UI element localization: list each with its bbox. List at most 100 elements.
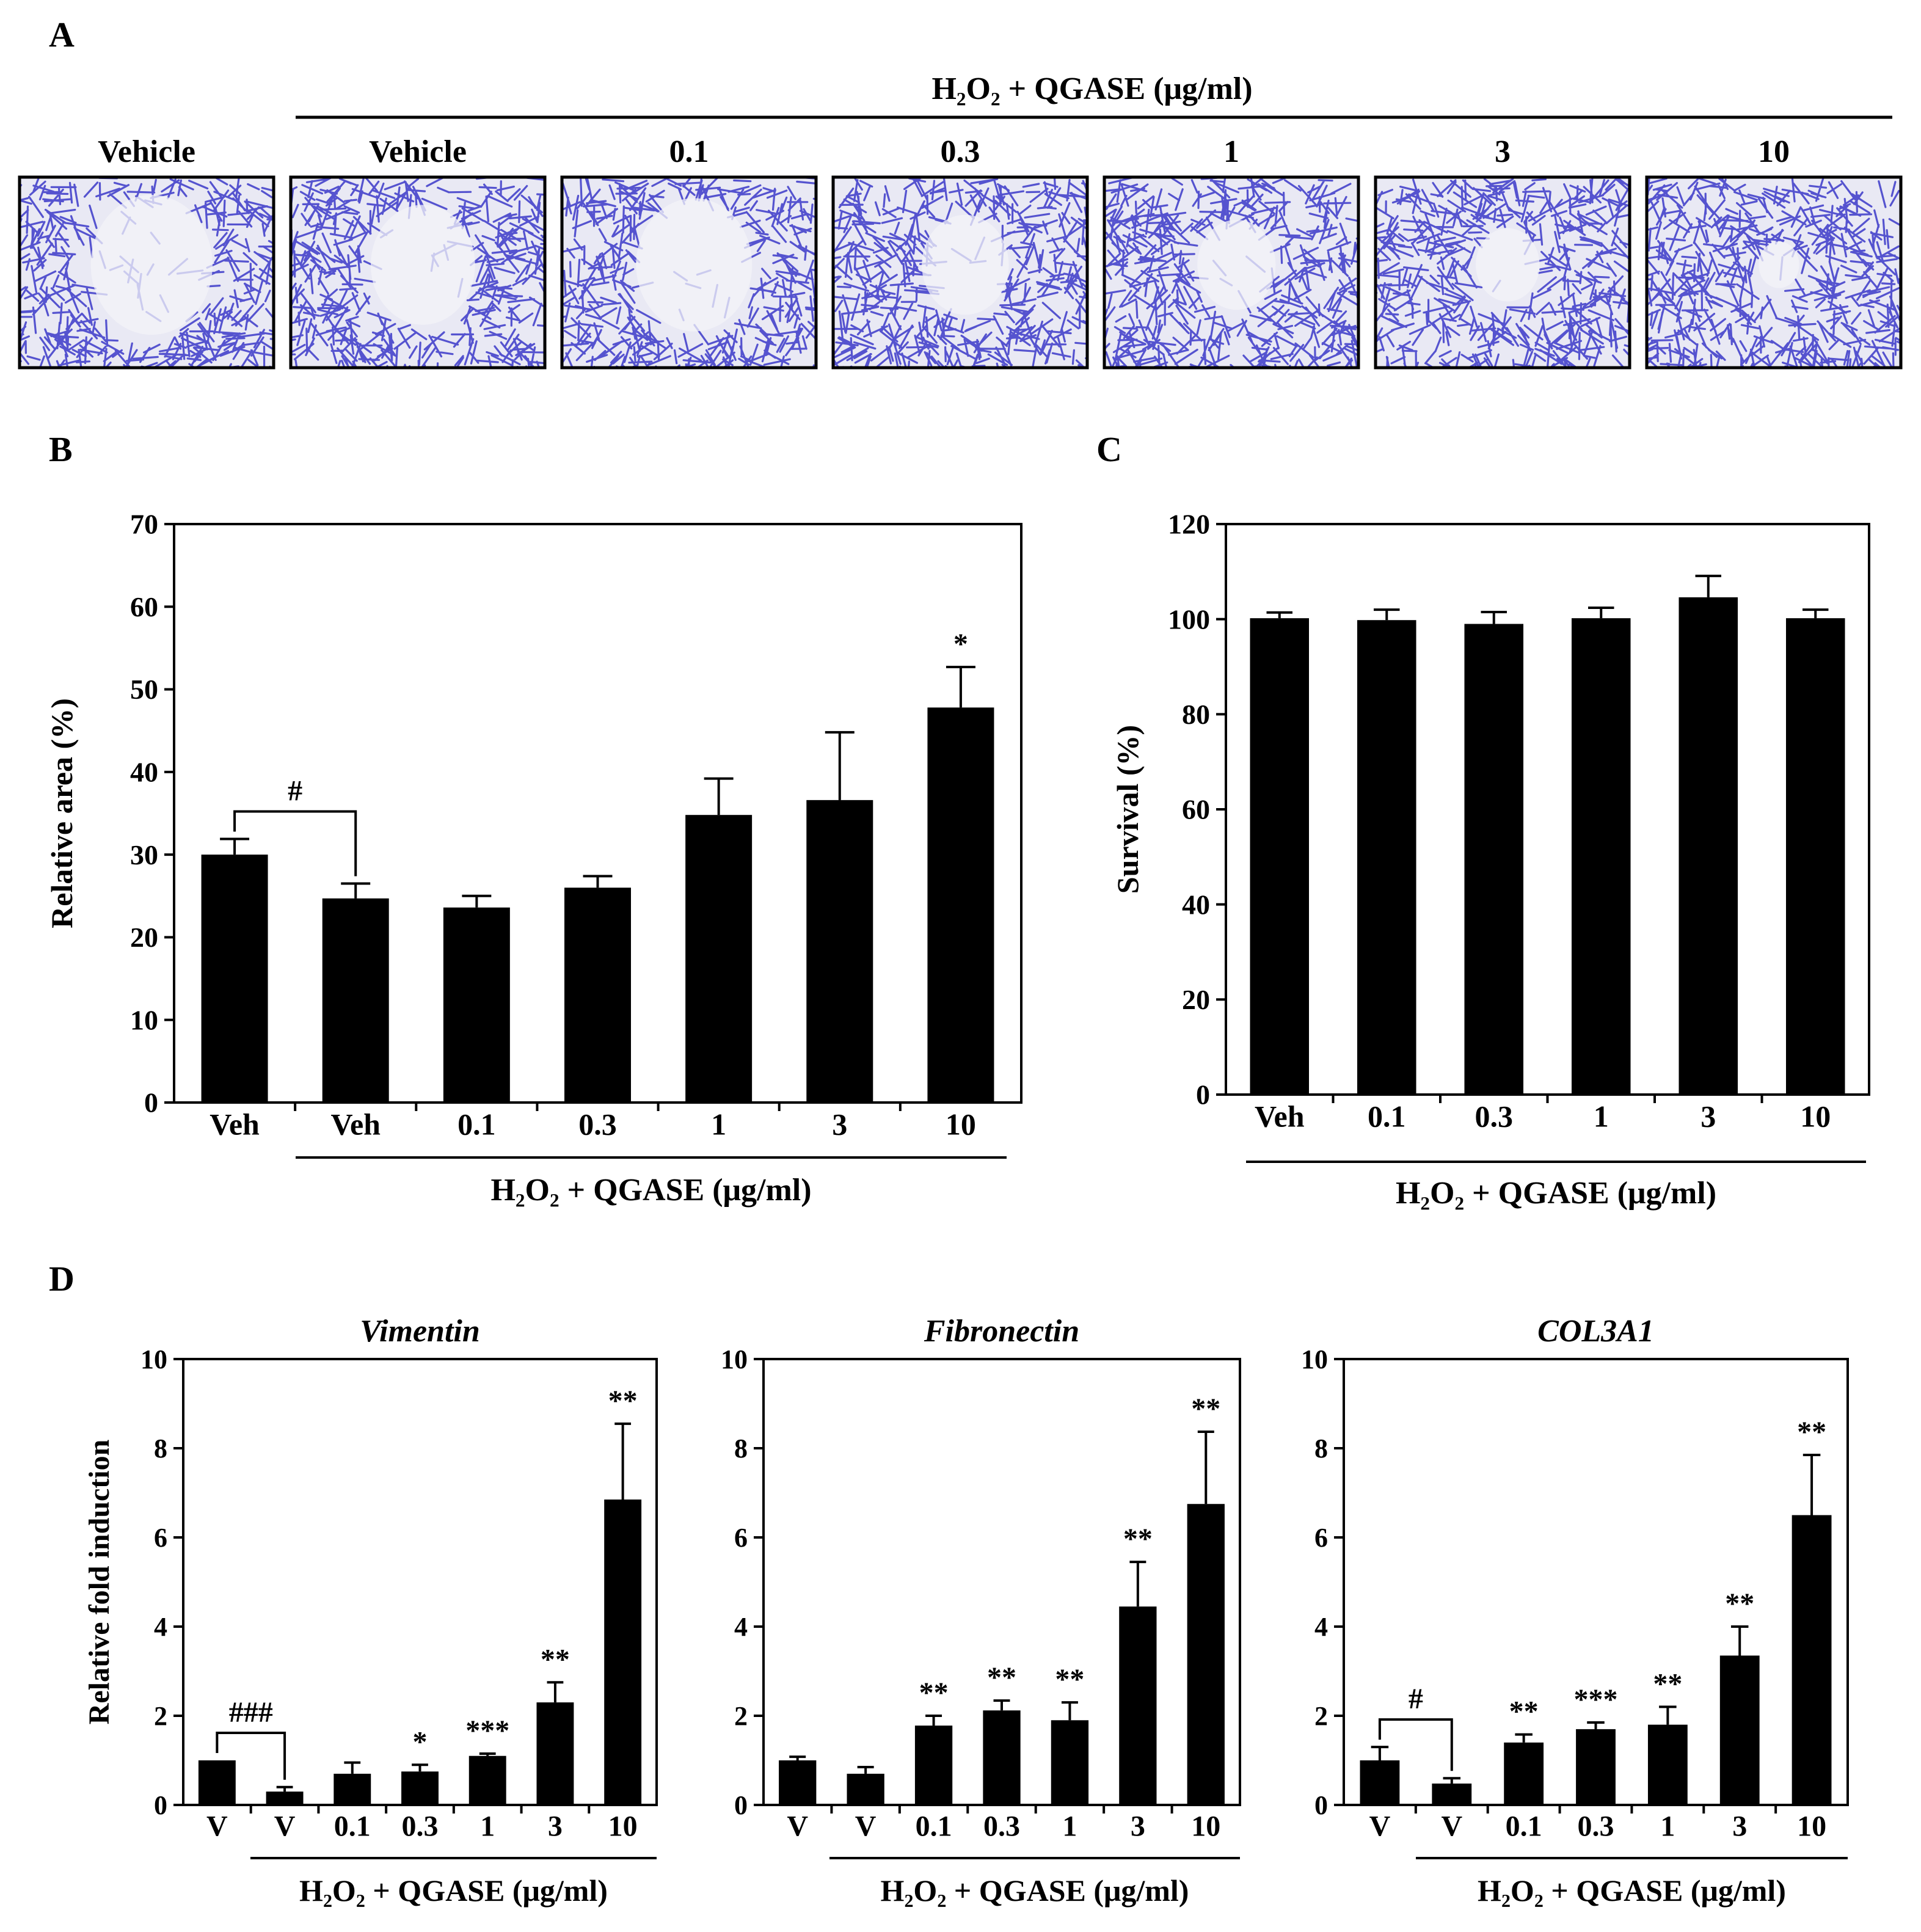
panel-a-micrographs: H₂O₂ + QGASE (μg/ml) Vehicle Vehicle 0.1 0.… [18, 71, 1903, 370]
significance-mark: ** [541, 1643, 570, 1675]
bar [1360, 1760, 1400, 1805]
x-tick-label: 1 [480, 1810, 495, 1842]
significance-mark: * [413, 1726, 428, 1758]
x-axis-label: H₂O₂ + QGASE (μg/ml) [490, 1173, 811, 1208]
comparison-bracket [233, 810, 357, 877]
bar [1785, 618, 1845, 1095]
panel-a-group-header: H₂O₂ + QGASE (μg/ml) [931, 71, 1252, 106]
x-tick-label: V [274, 1810, 296, 1842]
y-tick-label: 8 [1314, 1434, 1328, 1464]
significance-mark: ** [1725, 1588, 1754, 1620]
bracket-label: # [288, 775, 302, 807]
wound-area [922, 214, 1009, 315]
y-tick-label: 10 [140, 1344, 167, 1374]
wound-area [1197, 219, 1276, 310]
panel-label-c: C [1096, 429, 1122, 469]
bar [1119, 1606, 1157, 1805]
micrograph-frame [1645, 175, 1903, 370]
significance-mark: ** [1653, 1668, 1682, 1700]
y-tick-label: 80 [1182, 699, 1210, 730]
y-tick-label: 4 [154, 1612, 167, 1642]
x-tick-label: 3 [832, 1107, 847, 1142]
x-tick-label: 3 [548, 1810, 563, 1842]
x-tick-label: 0.3 [983, 1810, 1020, 1842]
micrograph-image [562, 177, 816, 368]
micrograph-frame [1374, 175, 1631, 370]
panel-label-a: A [49, 15, 75, 54]
bar [847, 1773, 884, 1805]
x-tick-label: Veh [1255, 1099, 1305, 1134]
y-tick-label: 40 [1182, 889, 1210, 920]
x-tick-label: 0.1 [1368, 1099, 1406, 1134]
x-tick-label: 1 [1594, 1099, 1609, 1134]
micrograph-label: Vehicle [369, 134, 467, 169]
micrograph-image [833, 177, 1087, 368]
y-tick-label: 0 [154, 1790, 167, 1820]
y-tick-label: 60 [1182, 794, 1210, 825]
x-tick-label: 3 [1131, 1810, 1145, 1842]
x-tick-label: 0.1 [457, 1107, 496, 1142]
y-tick-label: 8 [154, 1434, 167, 1464]
micrograph-image [1104, 177, 1358, 368]
micrograph-label: 0.1 [669, 134, 709, 169]
bar [779, 1760, 817, 1805]
chart-title: Vimentin [360, 1314, 480, 1349]
x-axis-label: H₂O₂ + QGASE (μg/ml) [1478, 1873, 1786, 1908]
bar [1464, 624, 1524, 1095]
x-axis-label: H₂O₂ + QGASE (μg/ml) [1396, 1176, 1716, 1211]
x-tick-label: V [206, 1810, 228, 1842]
x-tick-label: V [1369, 1810, 1391, 1842]
x-axis-label: H₂O₂ + QGASE (μg/ml) [881, 1873, 1189, 1908]
x-tick-label: 1 [711, 1107, 726, 1142]
bar [806, 800, 873, 1103]
bar [927, 707, 994, 1103]
x-tick-label: 10 [1797, 1810, 1826, 1842]
x-tick-label: Veh [330, 1107, 381, 1142]
y-tick-label: 4 [734, 1612, 748, 1642]
y-tick-label: 4 [1314, 1612, 1328, 1642]
wound-area [1476, 228, 1540, 302]
bar [685, 815, 753, 1103]
chart-relative-area: 0 10 20 30 40 50 60 70 Relative area (%) Veh Veh 0.… [45, 509, 1022, 1208]
chart-survival: 0 20 40 60 80 100 120 Survival (%) Veh 0.1 0.3 1 3 10… [1110, 509, 1870, 1211]
bar [604, 1499, 642, 1805]
bar [914, 1726, 953, 1805]
panel-label-b: B [49, 429, 73, 469]
cell-strands [291, 177, 545, 368]
micrograph-frame [831, 175, 1089, 370]
y-tick-label: 0 [734, 1790, 748, 1820]
comparison-bracket [216, 1732, 286, 1780]
significance-mark: ** [1509, 1696, 1539, 1728]
y-tick-label: 50 [130, 674, 158, 705]
micrograph-label: 3 [1495, 134, 1511, 169]
x-tick-label: V [787, 1810, 808, 1842]
y-tick-label: 6 [154, 1523, 167, 1553]
bar [1679, 597, 1738, 1095]
x-tick-label: 0.3 [1578, 1810, 1614, 1842]
cell-strands [1647, 177, 1901, 368]
y-tick-label: 0 [1196, 1079, 1210, 1110]
micrograph-label: 0.3 [941, 134, 980, 169]
significance-mark: ** [1123, 1523, 1153, 1555]
bar [1187, 1504, 1225, 1805]
chart-title: Fibronectin [924, 1314, 1079, 1349]
bar [1571, 618, 1631, 1095]
y-tick-label: 20 [1182, 984, 1210, 1015]
y-tick-label: 70 [130, 509, 158, 540]
bar [1432, 1783, 1472, 1805]
x-axis-label: H₂O₂ + QGASE (μg/ml) [299, 1873, 608, 1908]
x-tick-label: 0.3 [1475, 1099, 1514, 1134]
micrograph-image [1376, 177, 1630, 368]
micrograph-frame [560, 175, 818, 370]
chart-title: COL3A1 [1537, 1314, 1654, 1349]
significance-mark: ** [608, 1385, 638, 1417]
micrograph-image [1647, 177, 1901, 368]
cell-strands [833, 177, 1087, 368]
bar [1792, 1515, 1832, 1805]
y-tick-label: 0 [144, 1087, 158, 1118]
bar [401, 1771, 439, 1805]
y-tick-label: 2 [1314, 1701, 1328, 1731]
bar [1250, 618, 1310, 1095]
y-tick-label: 20 [130, 922, 158, 953]
